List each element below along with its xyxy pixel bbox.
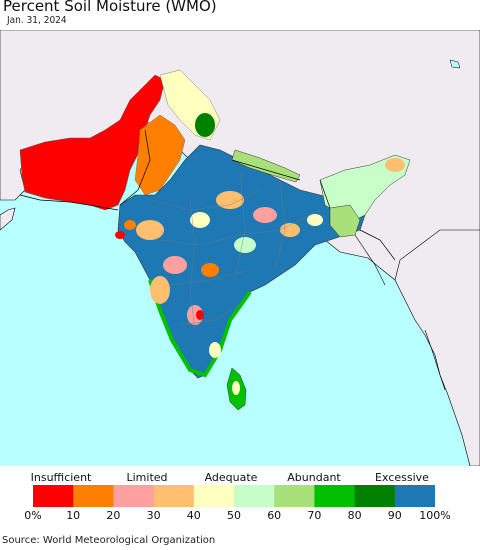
legend-tick: 30 [146,509,161,522]
colorbar-swatch [153,485,195,507]
colorbar-swatch [73,485,114,507]
dry-patches [115,191,323,358]
legend-tick: 10 [66,509,81,522]
land-arabia [0,207,16,231]
legend-tick: 0% [24,509,42,522]
kashmir-green [195,113,215,137]
legend-tick: 50 [227,509,241,522]
legend-tick: 20 [106,509,121,522]
soil-moisture-map [0,30,480,466]
legend-ticks: 0% 10 20 30 40 50 60 70 80 90 100% [0,509,480,523]
legend-tick: 80 [347,509,362,522]
south-asia-map-svg [0,30,480,466]
legend-tick: 40 [186,509,201,522]
legend-category: Limited [126,471,168,484]
region-india-green-rim [148,279,252,378]
country-borders [19,129,396,261]
sri-lanka-patch [232,381,240,395]
colorbar-swatch [113,485,155,507]
legend-category: Abundant [287,471,341,484]
state-borders [149,169,321,331]
legend-tick: 90 [387,509,402,522]
map-date: Jan. 31, 2024 [7,15,67,26]
legend-tick: 60 [267,509,282,522]
ne-patch [385,158,405,172]
colorbar-swatch [394,485,435,507]
legend-tick: 70 [307,509,322,522]
colorbar-swatch [193,485,235,507]
legend-colorbar [33,485,435,507]
colorbar-swatch [314,485,356,507]
myanmar-coast [354,234,446,391]
colorbar-swatch [274,485,315,507]
region-pakistan [19,74,166,211]
colorbar-swatch [354,485,396,507]
colorbar-swatch [234,485,275,507]
land-southeast-asia [394,229,480,466]
map-title: Percent Soil Moisture (WMO) [3,0,217,15]
legend-category: Excessive [375,471,429,484]
region-north-india-orange [134,114,186,196]
legend-categories: Insufficient Limited Adequate Abundant E… [0,471,480,485]
legend-tick: 100% [419,509,451,522]
source-credit: Source: World Meteorological Organizatio… [2,535,216,546]
colorbar-swatch [33,485,74,507]
tibet-lake [449,59,461,69]
region-nepal [231,149,301,183]
legend-category: Insufficient [30,471,92,484]
legend-category: Adequate [204,471,258,484]
